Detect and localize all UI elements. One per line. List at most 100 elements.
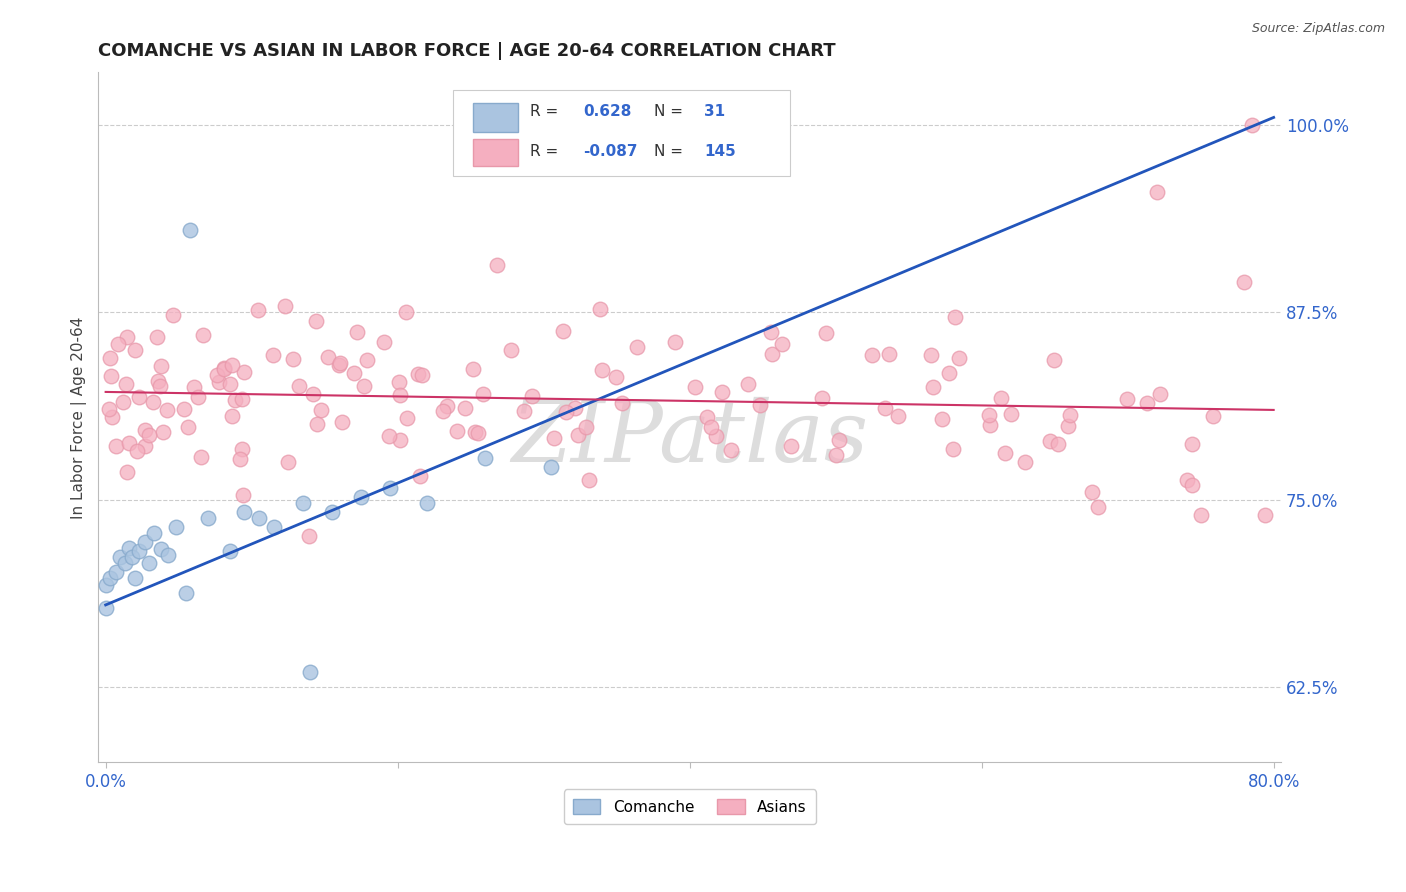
Point — [115, 466, 138, 480]
Point — [474, 450, 496, 465]
Text: -0.087: -0.087 — [583, 145, 638, 160]
Text: 145: 145 — [704, 145, 735, 160]
Legend: Comanche, Asians: Comanche, Asians — [564, 789, 815, 824]
Point — [605, 369, 627, 384]
Point — [146, 330, 169, 344]
Text: N =: N = — [654, 104, 683, 120]
Text: COMANCHE VS ASIAN IN LABOR FORCE | AGE 20-64 CORRELATION CHART: COMANCHE VS ASIAN IN LABOR FORCE | AGE 2… — [98, 42, 837, 60]
Point — [193, 327, 215, 342]
Point — [454, 401, 477, 415]
Point — [128, 544, 150, 558]
Point — [1059, 409, 1081, 423]
Point — [683, 380, 706, 394]
Point — [149, 359, 172, 374]
Point — [578, 474, 600, 488]
Point — [231, 442, 253, 456]
Point — [277, 455, 299, 469]
Point — [810, 391, 832, 405]
Point — [311, 403, 333, 417]
Point — [574, 419, 596, 434]
Text: N =: N = — [654, 145, 683, 160]
Text: 31: 31 — [704, 104, 725, 120]
Point — [828, 434, 851, 448]
Point — [174, 586, 197, 600]
Point — [564, 401, 586, 415]
Point — [979, 409, 1001, 423]
Point — [416, 496, 439, 510]
Point — [1039, 434, 1062, 448]
Point — [700, 419, 723, 434]
Point — [104, 565, 127, 579]
Point — [205, 368, 228, 382]
Point — [554, 405, 576, 419]
Point — [316, 350, 339, 364]
Point — [138, 556, 160, 570]
Text: Source: ZipAtlas.com: Source: ZipAtlas.com — [1251, 22, 1385, 36]
Point — [101, 410, 124, 425]
Point — [938, 366, 960, 380]
Point — [353, 378, 375, 392]
Point — [343, 367, 366, 381]
Point — [124, 343, 146, 357]
Point — [197, 511, 219, 525]
Point — [748, 398, 770, 412]
Point — [232, 365, 254, 379]
Point — [121, 549, 143, 564]
Point — [232, 488, 254, 502]
Point — [328, 358, 350, 372]
Point — [378, 429, 401, 443]
Point — [98, 571, 121, 585]
Point — [179, 223, 201, 237]
Point — [321, 505, 343, 519]
Text: R =: R = — [530, 104, 558, 120]
Point — [990, 391, 1012, 405]
Point — [485, 258, 508, 272]
Point — [262, 348, 284, 362]
Point — [543, 431, 565, 445]
Point — [1047, 436, 1070, 450]
Point — [1043, 353, 1066, 368]
Point — [221, 358, 243, 372]
Point — [706, 429, 728, 443]
Point — [247, 302, 270, 317]
Point — [329, 356, 352, 370]
Point — [299, 665, 322, 680]
Point — [149, 379, 172, 393]
Point — [330, 416, 353, 430]
Point — [1189, 508, 1212, 522]
Point — [134, 535, 156, 549]
Point — [124, 571, 146, 585]
Point — [395, 410, 418, 425]
FancyBboxPatch shape — [474, 103, 519, 132]
Point — [218, 544, 240, 558]
Point — [1175, 473, 1198, 487]
Point — [107, 337, 129, 351]
Point — [931, 412, 953, 426]
Point — [118, 435, 141, 450]
Point — [551, 324, 574, 338]
Point — [134, 439, 156, 453]
Point — [432, 404, 454, 418]
Point — [274, 299, 297, 313]
FancyBboxPatch shape — [474, 139, 519, 166]
Point — [1180, 478, 1202, 492]
Point — [520, 389, 543, 403]
Point — [814, 326, 837, 340]
Point — [920, 348, 942, 362]
Point — [394, 305, 416, 319]
Point — [406, 367, 429, 381]
Point — [183, 380, 205, 394]
Point — [150, 542, 173, 557]
Point — [233, 505, 256, 519]
Point — [128, 391, 150, 405]
Point — [540, 459, 562, 474]
Point — [156, 403, 179, 417]
Point — [942, 442, 965, 456]
Point — [104, 438, 127, 452]
Point — [737, 376, 759, 391]
Text: R =: R = — [530, 145, 558, 160]
Point — [1240, 118, 1263, 132]
Point — [720, 443, 742, 458]
Point — [501, 343, 523, 357]
Point — [1116, 392, 1139, 407]
